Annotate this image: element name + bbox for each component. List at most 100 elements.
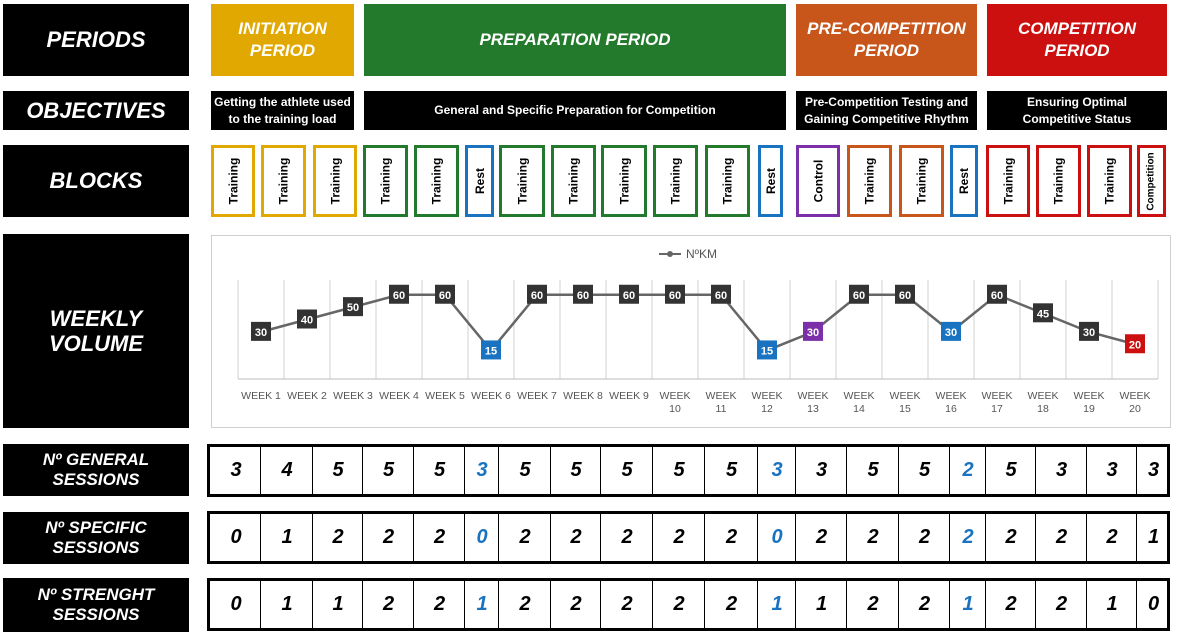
data-label: 50 [347,302,359,314]
data-label: 40 [301,315,313,327]
strength-sessions-row: 0 1 1 2 2 1 2 2 2 2 2 1 1 2 2 1 2 2 1 0 [207,578,1170,631]
cell-divider [413,514,414,561]
specific-sessions-week-12: 0 [771,526,783,548]
cell-divider [498,581,499,628]
data-label: 45 [1037,308,1049,320]
general-sessions-week-9: 5 [621,459,633,481]
cell-divider [704,581,705,628]
block-label: Competition [1146,151,1158,211]
x-tick-label: WEEK 11 [706,390,737,415]
data-label: 60 [393,290,405,302]
specific-sessions-week-5: 2 [433,526,446,548]
objective-2: General and Specific Preparation for Com… [364,91,786,130]
data-point [1125,334,1145,354]
x-tick-label: WEEK 16 [936,390,967,415]
cell-divider [600,581,601,628]
general-sessions-week-16: 2 [962,459,974,481]
block-week-10: Training [653,145,698,217]
cell-divider [949,514,950,561]
period-2: PREPARATION PERIOD [364,4,786,76]
x-tick-label: WEEK 7 [517,390,557,402]
data-point [803,321,823,341]
data-point [665,284,685,304]
data-point [251,321,271,341]
period-1: INITIATION PERIOD [211,4,354,76]
general-sessions-week-20: 3 [1147,459,1160,481]
specific-sessions-week-15: 2 [918,526,931,548]
block-label: Training [617,157,632,205]
block-week-5: Training [414,145,459,217]
block-label: Training [566,157,581,205]
x-tick-label: WEEK 5 [425,390,465,402]
cell-divider [464,581,465,628]
cell-divider [795,514,796,561]
x-tick-label: WEEK 12 [752,390,783,415]
specific-sessions-week-6: 0 [476,526,488,548]
cell-divider [985,581,986,628]
general-sessions-week-14: 5 [867,459,879,481]
specific-sessions-week-11: 2 [725,526,738,548]
specific-sessions-week-3: 2 [332,526,344,548]
block-label: Control [811,159,825,203]
strength-sessions-week-18: 2 [1055,593,1068,615]
cell-divider [795,581,796,628]
block-label: Training [1001,157,1016,205]
specific-sessions-week-20: 1 [1147,526,1160,548]
strength-sessions-week-7: 2 [519,593,531,615]
block-label: Training [328,157,343,205]
cell-divider [846,514,847,561]
general-sessions-row: 3 4 5 5 5 3 5 5 5 5 5 3 3 5 5 2 5 3 3 3 [207,444,1170,497]
strength-sessions-week-10: 2 [673,593,685,615]
x-tick-label: WEEK 4 [379,390,419,402]
cell-divider [795,447,796,494]
block-label: Training [226,157,241,205]
cell-divider [498,447,499,494]
data-point [389,284,409,304]
specific-sessions-week-14: 2 [867,526,879,548]
x-tick-label: WEEK 20 [1120,390,1151,415]
cell-divider [260,514,261,561]
cell-divider [550,447,551,494]
general-sessions-week-17: 5 [1005,459,1017,481]
cell-divider [550,514,551,561]
data-point [573,284,593,304]
x-tick-label: WEEK 2 [287,390,327,402]
objective-3: Pre-Competition Testing and Gaining Comp… [796,91,977,130]
data-label: 60 [853,290,865,302]
cell-divider [550,581,551,628]
specific-sessions-week-7: 2 [519,526,531,548]
block-week-8: Training [551,145,596,217]
specific-sessions-week-17: 2 [1005,526,1017,548]
objective-4: Ensuring Optimal Competitive Status [987,91,1167,130]
data-label: 60 [991,290,1003,302]
general-sessions-week-8: 5 [570,459,582,481]
block-week-18: Training [1036,145,1081,217]
specific-sessions-week-19: 2 [1106,526,1118,548]
block-label: Training [1102,157,1117,205]
block-week-17: Training [986,145,1030,217]
general-sessions-week-5: 5 [433,459,446,481]
data-label: 60 [715,290,727,302]
cell-divider [898,581,899,628]
data-point [481,340,501,360]
row-label-specific-sessions: Nº SPECIFIC SESSIONS [3,512,189,564]
data-point [619,284,639,304]
data-label: 15 [761,345,773,357]
block-label: Rest [472,167,487,195]
general-sessions-week-6: 3 [476,459,488,481]
cell-divider [985,514,986,561]
row-label-weekly-volume: WEEKLY VOLUME [3,234,189,428]
legend-label: NºKM [686,247,717,261]
block-week-19: Training [1087,145,1132,217]
cell-divider [498,514,499,561]
specific-sessions-week-16: 2 [962,526,974,548]
block-label: Training [515,157,530,205]
x-tick-label: WEEK 18 [1028,390,1059,415]
cell-divider [362,447,363,494]
objective-1: Getting the athlete used to the training… [211,91,354,130]
x-tick-label: WEEK 3 [333,390,373,402]
specific-sessions-week-4: 2 [382,526,395,548]
cell-divider [757,581,758,628]
specific-sessions-week-13: 2 [815,526,828,548]
strength-sessions-week-9: 2 [621,593,633,615]
